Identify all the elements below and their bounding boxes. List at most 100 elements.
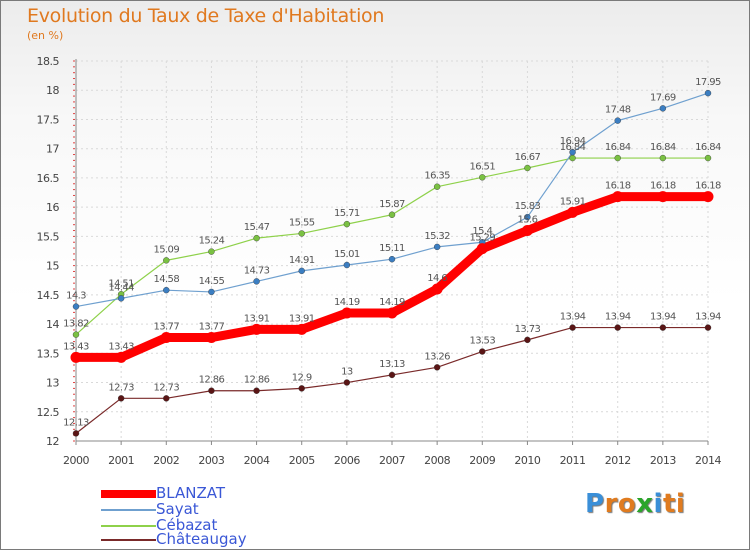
data-point [612, 191, 624, 203]
data-label: 13.73 [515, 324, 541, 335]
data-point [431, 283, 443, 295]
data-label: 16.84 [605, 142, 631, 153]
x-tick-label: 2003 [198, 454, 224, 467]
data-label: 13.94 [605, 312, 631, 323]
data-point [208, 248, 215, 255]
data-label: 14.44 [108, 282, 134, 293]
data-label: 13.82 [63, 319, 89, 330]
proxiti-logo: Proxiti [585, 489, 685, 519]
data-point [296, 323, 308, 335]
y-tick-label: 16 [46, 201, 59, 214]
logo-letter: i [675, 489, 686, 519]
data-label: 12.9 [292, 372, 312, 383]
logo-letter: o [617, 489, 637, 519]
chart-subtitle: (en %) [27, 29, 64, 42]
data-point [251, 323, 263, 335]
legend-swatch [101, 509, 156, 511]
data-point [614, 154, 621, 162]
data-label: 13 [341, 367, 353, 378]
data-point [72, 331, 80, 338]
data-point [614, 324, 621, 331]
data-label: 12.13 [63, 417, 89, 428]
data-label: 12.86 [244, 375, 270, 386]
data-point [298, 267, 305, 275]
data-point [163, 395, 170, 402]
data-point [343, 220, 351, 228]
data-label: 12.73 [153, 382, 179, 393]
data-point [253, 278, 260, 285]
data-point [659, 324, 667, 331]
legend-label: Châteaugay [156, 530, 247, 548]
data-point [70, 351, 82, 363]
data-label: 12.86 [199, 375, 225, 386]
data-point [433, 364, 441, 371]
data-point [160, 332, 172, 344]
legend-label: Cébazat [156, 516, 218, 534]
data-point [163, 257, 170, 264]
data-point [343, 379, 351, 386]
data-label: 16.18 [650, 181, 676, 192]
data-label: 15.55 [289, 217, 315, 228]
data-label: 13.53 [469, 336, 495, 347]
data-label: 14.3 [66, 291, 86, 302]
x-tick-label: 2009 [469, 454, 495, 467]
data-point [569, 154, 576, 162]
data-label: 16.84 [560, 142, 586, 153]
data-point [388, 211, 396, 218]
x-tick-label: 2005 [289, 454, 315, 467]
x-tick-label: 2004 [244, 454, 270, 467]
data-label: 17.69 [650, 92, 676, 103]
data-point [205, 332, 217, 344]
data-point [117, 395, 125, 402]
data-point [433, 183, 441, 190]
data-label: 15.11 [379, 243, 405, 254]
x-tick-label: 2012 [605, 454, 631, 467]
logo-letter: x [636, 489, 654, 519]
data-point [72, 303, 80, 310]
data-point [72, 430, 80, 437]
x-tick-label: 2002 [153, 454, 179, 467]
y-tick-label: 13.5 [37, 347, 60, 360]
data-label: 14.19 [379, 297, 405, 308]
data-label: 15.91 [560, 196, 586, 207]
data-label: 13.43 [108, 341, 134, 352]
y-tick-label: 18 [46, 84, 59, 97]
x-tick-label: 2001 [108, 454, 134, 467]
data-label: 13.26 [424, 351, 450, 362]
data-point [117, 295, 125, 302]
data-label: 16.35 [424, 171, 450, 182]
data-label: 16.18 [605, 181, 631, 192]
data-label: 14.51 [108, 278, 134, 289]
data-point [524, 164, 531, 172]
x-tick-label: 2008 [424, 454, 450, 467]
data-point [115, 351, 127, 363]
chart-title: Evolution du Taux de Taxe d'Habitation [27, 5, 385, 27]
data-label: 13.43 [63, 341, 89, 352]
y-tick-label: 17.5 [37, 113, 60, 126]
data-label: 13.91 [289, 313, 315, 324]
data-point [569, 148, 576, 156]
data-label: 16.84 [650, 142, 676, 153]
data-point [253, 387, 260, 394]
data-label: 14.6 [427, 273, 447, 284]
data-point [341, 307, 353, 319]
data-label: 14.55 [199, 276, 225, 287]
x-tick-label: 2006 [334, 454, 360, 467]
data-label: 15.87 [379, 199, 405, 210]
data-point [208, 288, 215, 296]
y-tick-label: 12.5 [37, 406, 60, 419]
data-label: 15.71 [334, 208, 360, 219]
data-label: 13.77 [153, 322, 179, 333]
y-tick-label: 12 [46, 435, 59, 448]
data-label: 14.58 [153, 274, 179, 285]
legend-swatch [101, 525, 156, 527]
data-label: 14.73 [244, 265, 270, 276]
data-point [567, 206, 579, 218]
data-point [163, 286, 170, 294]
data-label: 14.91 [289, 255, 315, 266]
x-tick-label: 2013 [650, 454, 676, 467]
data-label: 16.51 [469, 161, 495, 172]
logo-letter: P [585, 489, 605, 519]
data-label: 16.94 [560, 136, 586, 147]
